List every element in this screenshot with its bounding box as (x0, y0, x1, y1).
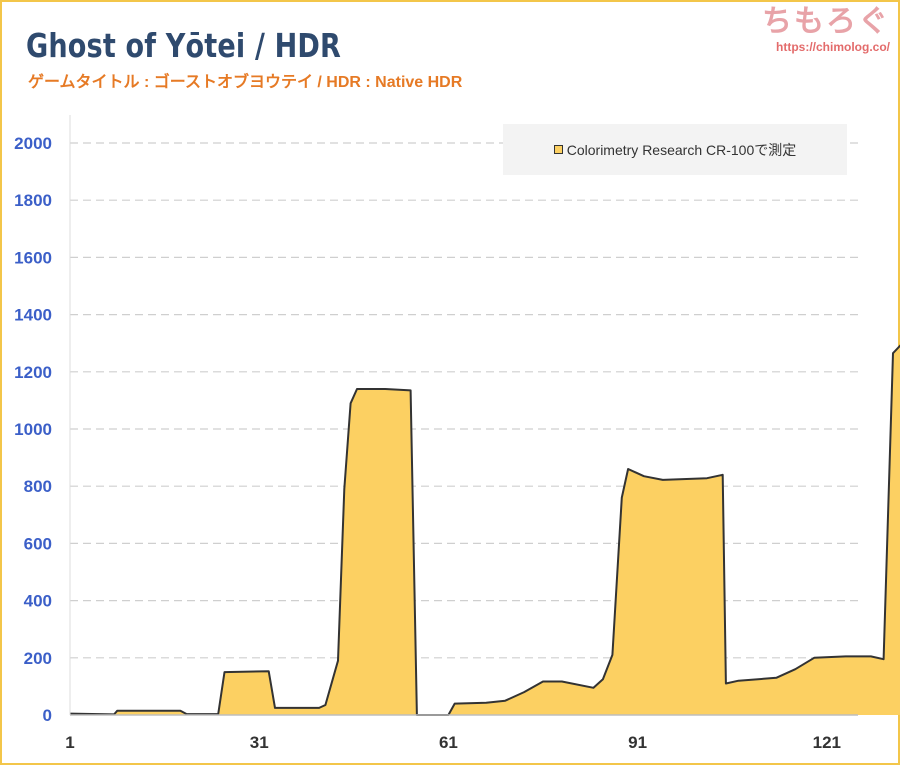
x-tick-label-1: 1 (65, 733, 74, 752)
y-tick-label-800: 800 (24, 477, 52, 496)
y-tick-label-1400: 1400 (14, 306, 52, 325)
series-line-0 (69, 344, 900, 716)
y-tick-label-0: 0 (43, 706, 52, 725)
y-tick-labels: 0 200 400 600 800 1000 1200 1400 1600 1800 2000 (14, 134, 52, 725)
x-tick-label-91: 91 (628, 733, 647, 752)
y-tick-label-1800: 1800 (14, 191, 52, 210)
x-tick-label-121: 121 (813, 733, 841, 752)
x-tick-labels: 1316191121151181 (65, 733, 841, 752)
brand-url: https://chimolog.co/ (776, 40, 890, 54)
legend-swatch (553, 145, 563, 154)
y-tick-label-2000: 2000 (14, 134, 52, 153)
y-tick-label-200: 200 (24, 649, 52, 668)
y-tick-label-1600: 1600 (14, 248, 52, 267)
axes (69, 115, 858, 716)
series-fill-0 (70, 345, 900, 715)
brand-name: ちもろぐ (762, 5, 890, 38)
chart-title: Ghost of Yōtei / HDR (26, 26, 342, 65)
y-tick-label-1000: 1000 (14, 420, 52, 439)
chart-subtitle: ゲームタイトル : ゴーストオブヨウテイ / HDR : Native HDR (28, 74, 463, 91)
y-tick-label-600: 600 (24, 534, 52, 553)
x-tick-label-31: 31 (250, 733, 269, 752)
y-tick-label-400: 400 (24, 592, 52, 611)
brand-logo: ちもろぐ https://chimolog.co/ (762, 4, 890, 54)
y-tick-label-1200: 1200 (14, 363, 52, 382)
series-area (69, 344, 900, 716)
x-tick-label-61: 61 (439, 733, 458, 752)
grid-lines (70, 142, 858, 659)
legend: Colorimetry Research CR-100で測定 (503, 124, 847, 175)
legend-label: Colorimetry Research CR-100で測定 (566, 141, 797, 158)
